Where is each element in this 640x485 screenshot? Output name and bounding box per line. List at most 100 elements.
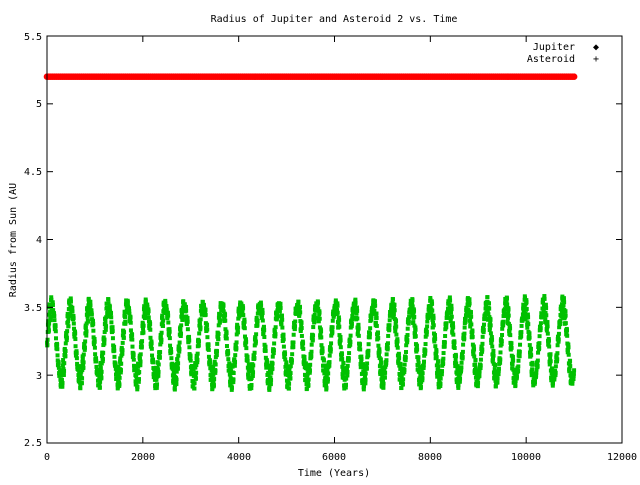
asteroid-point (538, 321, 543, 326)
asteroid-point (530, 367, 535, 372)
asteroid-point (80, 376, 85, 381)
asteroid-point (345, 369, 350, 374)
asteroid-point (242, 326, 247, 331)
asteroid-point (378, 357, 383, 362)
asteroid-point (145, 302, 150, 307)
asteroid-point (454, 354, 459, 359)
asteroid-point (249, 386, 254, 391)
asteroid-point (148, 335, 153, 340)
asteroid-point (64, 338, 69, 343)
asteroid-point (71, 313, 76, 318)
asteroid-point (51, 308, 56, 313)
asteroid-point (525, 325, 530, 330)
asteroid-point (430, 325, 435, 330)
asteroid-point (538, 326, 543, 331)
asteroid-point (91, 321, 96, 326)
asteroid-point (498, 360, 503, 365)
asteroid-point (410, 300, 415, 305)
asteroid-point (418, 365, 423, 370)
asteroid-point (329, 333, 334, 338)
asteroid-point (233, 360, 238, 365)
asteroid-point (109, 315, 114, 320)
asteroid-point (383, 364, 388, 369)
asteroid-point (288, 371, 293, 376)
asteroid-point (517, 354, 522, 359)
asteroid-point (553, 373, 558, 378)
asteroid-point (328, 349, 333, 354)
asteroid-point (325, 379, 330, 384)
asteroid-point (110, 329, 115, 334)
asteroid-point (74, 351, 79, 356)
data-layer (43, 73, 578, 392)
asteroid-point (489, 335, 494, 340)
asteroid-point (112, 354, 117, 359)
asteroid-point (156, 373, 161, 378)
asteroid-point (472, 347, 477, 352)
asteroid-point (139, 344, 144, 349)
asteroid-point (116, 369, 121, 374)
asteroid-point (158, 342, 163, 347)
asteroid-point (567, 366, 572, 371)
asteroid-point (73, 344, 78, 349)
asteroid-point (64, 335, 69, 340)
asteroid-point (131, 355, 136, 360)
asteroid-point (270, 354, 275, 359)
asteroid-point (211, 365, 216, 370)
asteroid-point (348, 339, 353, 344)
asteroid-point (375, 333, 380, 338)
asteroid-point (548, 359, 553, 364)
asteroid-point (241, 306, 246, 311)
asteroid-point (477, 373, 482, 378)
asteroid-point (118, 370, 123, 375)
asteroid-point (447, 295, 452, 300)
asteroid-point (571, 373, 576, 378)
asteroid-point (489, 339, 494, 344)
asteroid-point (46, 328, 51, 333)
asteroid-point (177, 349, 182, 354)
asteroid-point (487, 327, 492, 332)
asteroid-point (187, 338, 192, 343)
asteroid-point (399, 385, 404, 390)
asteroid-point (555, 351, 560, 356)
asteroid-point (100, 359, 105, 364)
asteroid-point (278, 301, 283, 306)
asteroid-point (337, 324, 342, 329)
asteroid-point (493, 362, 498, 367)
asteroid-point (400, 382, 405, 387)
asteroid-point (420, 376, 425, 381)
asteroid-point (469, 314, 474, 319)
asteroid-point (99, 372, 104, 377)
y-tick-label: 4.5 (24, 167, 42, 178)
asteroid-point (241, 313, 246, 318)
asteroid-point (286, 386, 291, 391)
y-tick-labels: 2.5 3 3.5 4 4.5 5 5.5 (24, 32, 42, 449)
asteroid-point (561, 296, 566, 301)
asteroid-point (196, 339, 201, 344)
asteroid-point (491, 356, 496, 361)
asteroid-point (135, 384, 140, 389)
asteroid-point (524, 306, 529, 311)
asteroid-point (468, 318, 473, 323)
asteroid-point (89, 312, 94, 317)
series-jupiter (43, 73, 578, 80)
asteroid-point (80, 356, 85, 361)
asteroid-point (410, 298, 415, 303)
asteroid-point (451, 325, 456, 330)
asteroid-point (306, 383, 311, 388)
asteroid-point (254, 332, 259, 337)
asteroid-point (431, 323, 436, 328)
asteroid-point (469, 322, 474, 327)
asteroid-point (291, 340, 296, 345)
asteroid-point (60, 380, 65, 385)
asteroid-point (221, 303, 226, 308)
asteroid-point (337, 317, 342, 322)
asteroid-point (546, 338, 551, 343)
asteroid-point (367, 331, 372, 336)
asteroid-point (266, 371, 271, 376)
asteroid-point (63, 354, 68, 359)
x-tick-label: 2000 (131, 452, 155, 463)
asteroid-point (325, 377, 330, 382)
asteroid-point (545, 324, 550, 329)
asteroid-point (154, 377, 159, 382)
asteroid-point (127, 306, 132, 311)
